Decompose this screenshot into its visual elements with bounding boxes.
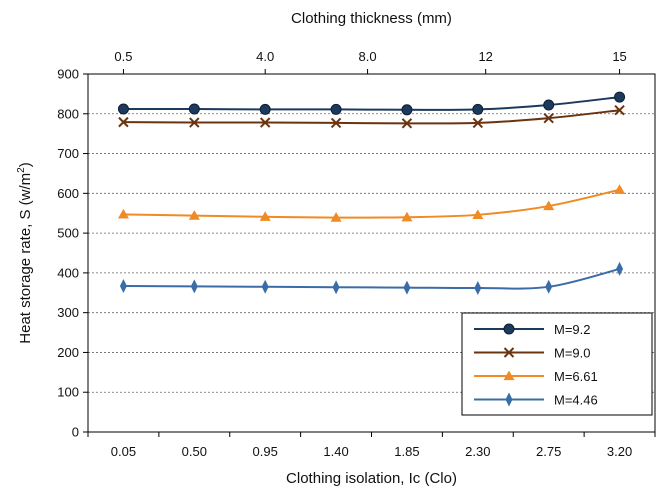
top-tick-label: 15	[612, 49, 626, 64]
data-point-stroke	[614, 104, 625, 116]
y-axis-title-superscript: 2	[16, 167, 27, 173]
data-point	[259, 117, 271, 128]
x-tick-label: 0.95	[253, 444, 278, 459]
data-point	[472, 209, 484, 219]
data-point	[616, 261, 624, 276]
data-point	[330, 117, 342, 129]
legend-label: M=6.61	[554, 369, 598, 384]
y-tick-label: 700	[57, 146, 79, 161]
data-point	[117, 208, 129, 219]
data-point	[118, 116, 129, 128]
data-point	[614, 104, 625, 116]
data-point-stroke	[330, 117, 342, 129]
legend-label: M=9.0	[554, 346, 591, 361]
data-point-stroke	[118, 116, 129, 128]
data-point-stroke	[543, 112, 554, 124]
y-axis-title: Heat storage rate, S (w/m2)	[16, 162, 34, 343]
top-tick-label: 8.0	[359, 49, 377, 64]
y-tick-label: 0	[72, 425, 79, 440]
data-point	[259, 211, 271, 221]
data-point	[189, 117, 200, 128]
y-tick-label: 500	[57, 226, 79, 241]
top-axis-title: Clothing thickness (mm)	[291, 10, 452, 27]
x-tick-label: 2.75	[536, 444, 561, 459]
y-tick-label: 600	[57, 186, 79, 201]
data-point	[543, 200, 555, 211]
y-axis-title-tail: )	[17, 162, 34, 167]
legend-label: M=4.46	[554, 393, 598, 408]
data-point	[614, 184, 626, 194]
y-tick-label: 800	[57, 106, 79, 121]
data-point	[403, 280, 411, 295]
data-point-stroke	[189, 117, 200, 128]
data-point	[261, 279, 269, 294]
legend: M=9.2 M=9.0 M=6.61 M=4.46	[461, 312, 653, 416]
top-tick-label: 12	[478, 49, 492, 64]
y-tick-label: 100	[57, 385, 79, 400]
x-tick-label: 1.85	[394, 444, 419, 459]
data-point-stroke	[472, 117, 484, 129]
data-point	[259, 103, 271, 115]
data-point-stroke	[259, 117, 271, 128]
top-tick-label: 0.5	[114, 49, 132, 64]
data-point	[474, 281, 482, 296]
data-point	[543, 99, 555, 111]
data-point-stroke	[401, 118, 413, 129]
data-point	[188, 210, 200, 220]
data-point	[330, 212, 342, 222]
data-point	[543, 112, 554, 124]
series-line-M=4.46	[123, 267, 620, 290]
y-tick-label: 400	[57, 265, 79, 280]
data-point	[117, 103, 129, 115]
data-point	[401, 118, 413, 129]
legend-marker	[505, 392, 513, 407]
legend-marker	[503, 323, 515, 335]
y-tick-label: 900	[57, 67, 79, 82]
y-tick-label: 300	[57, 305, 79, 320]
legend-marker-stroke	[503, 347, 515, 358]
data-point	[401, 104, 413, 116]
tick-layer: 0 100 200 300 400 500 600 700 800 900 0.05 0.50 0.95…	[57, 49, 656, 459]
legend-label: M=9.2	[554, 322, 591, 337]
data-point	[614, 91, 626, 103]
x-tick-label: 2.30	[465, 444, 490, 459]
data-point	[472, 117, 484, 129]
data-point	[188, 103, 200, 115]
x-tick-label: 1.40	[323, 444, 348, 459]
data-point	[119, 279, 127, 294]
series-line-M=9.0	[123, 109, 620, 125]
data-point	[401, 211, 413, 222]
x-tick-label: 3.20	[607, 444, 632, 459]
legend-marker	[503, 370, 515, 381]
series-line-M=9.2	[123, 96, 620, 111]
legend-marker	[503, 347, 515, 358]
data-point	[472, 103, 484, 115]
data-point	[332, 280, 340, 295]
top-tick-label: 4.0	[256, 49, 274, 64]
y-axis-title-main: Heat storage rate, S (w/m	[17, 173, 34, 344]
y-tick-label: 200	[57, 345, 79, 360]
x-axis-title: Clothing isolation, Ic (Clo)	[286, 470, 457, 487]
x-tick-label: 0.50	[182, 444, 207, 459]
data-point	[190, 279, 198, 294]
data-point	[330, 103, 342, 115]
data-point	[545, 279, 553, 294]
x-tick-label: 0.05	[111, 444, 136, 459]
series-layer	[117, 91, 626, 296]
series-line-M=6.61	[123, 188, 620, 219]
